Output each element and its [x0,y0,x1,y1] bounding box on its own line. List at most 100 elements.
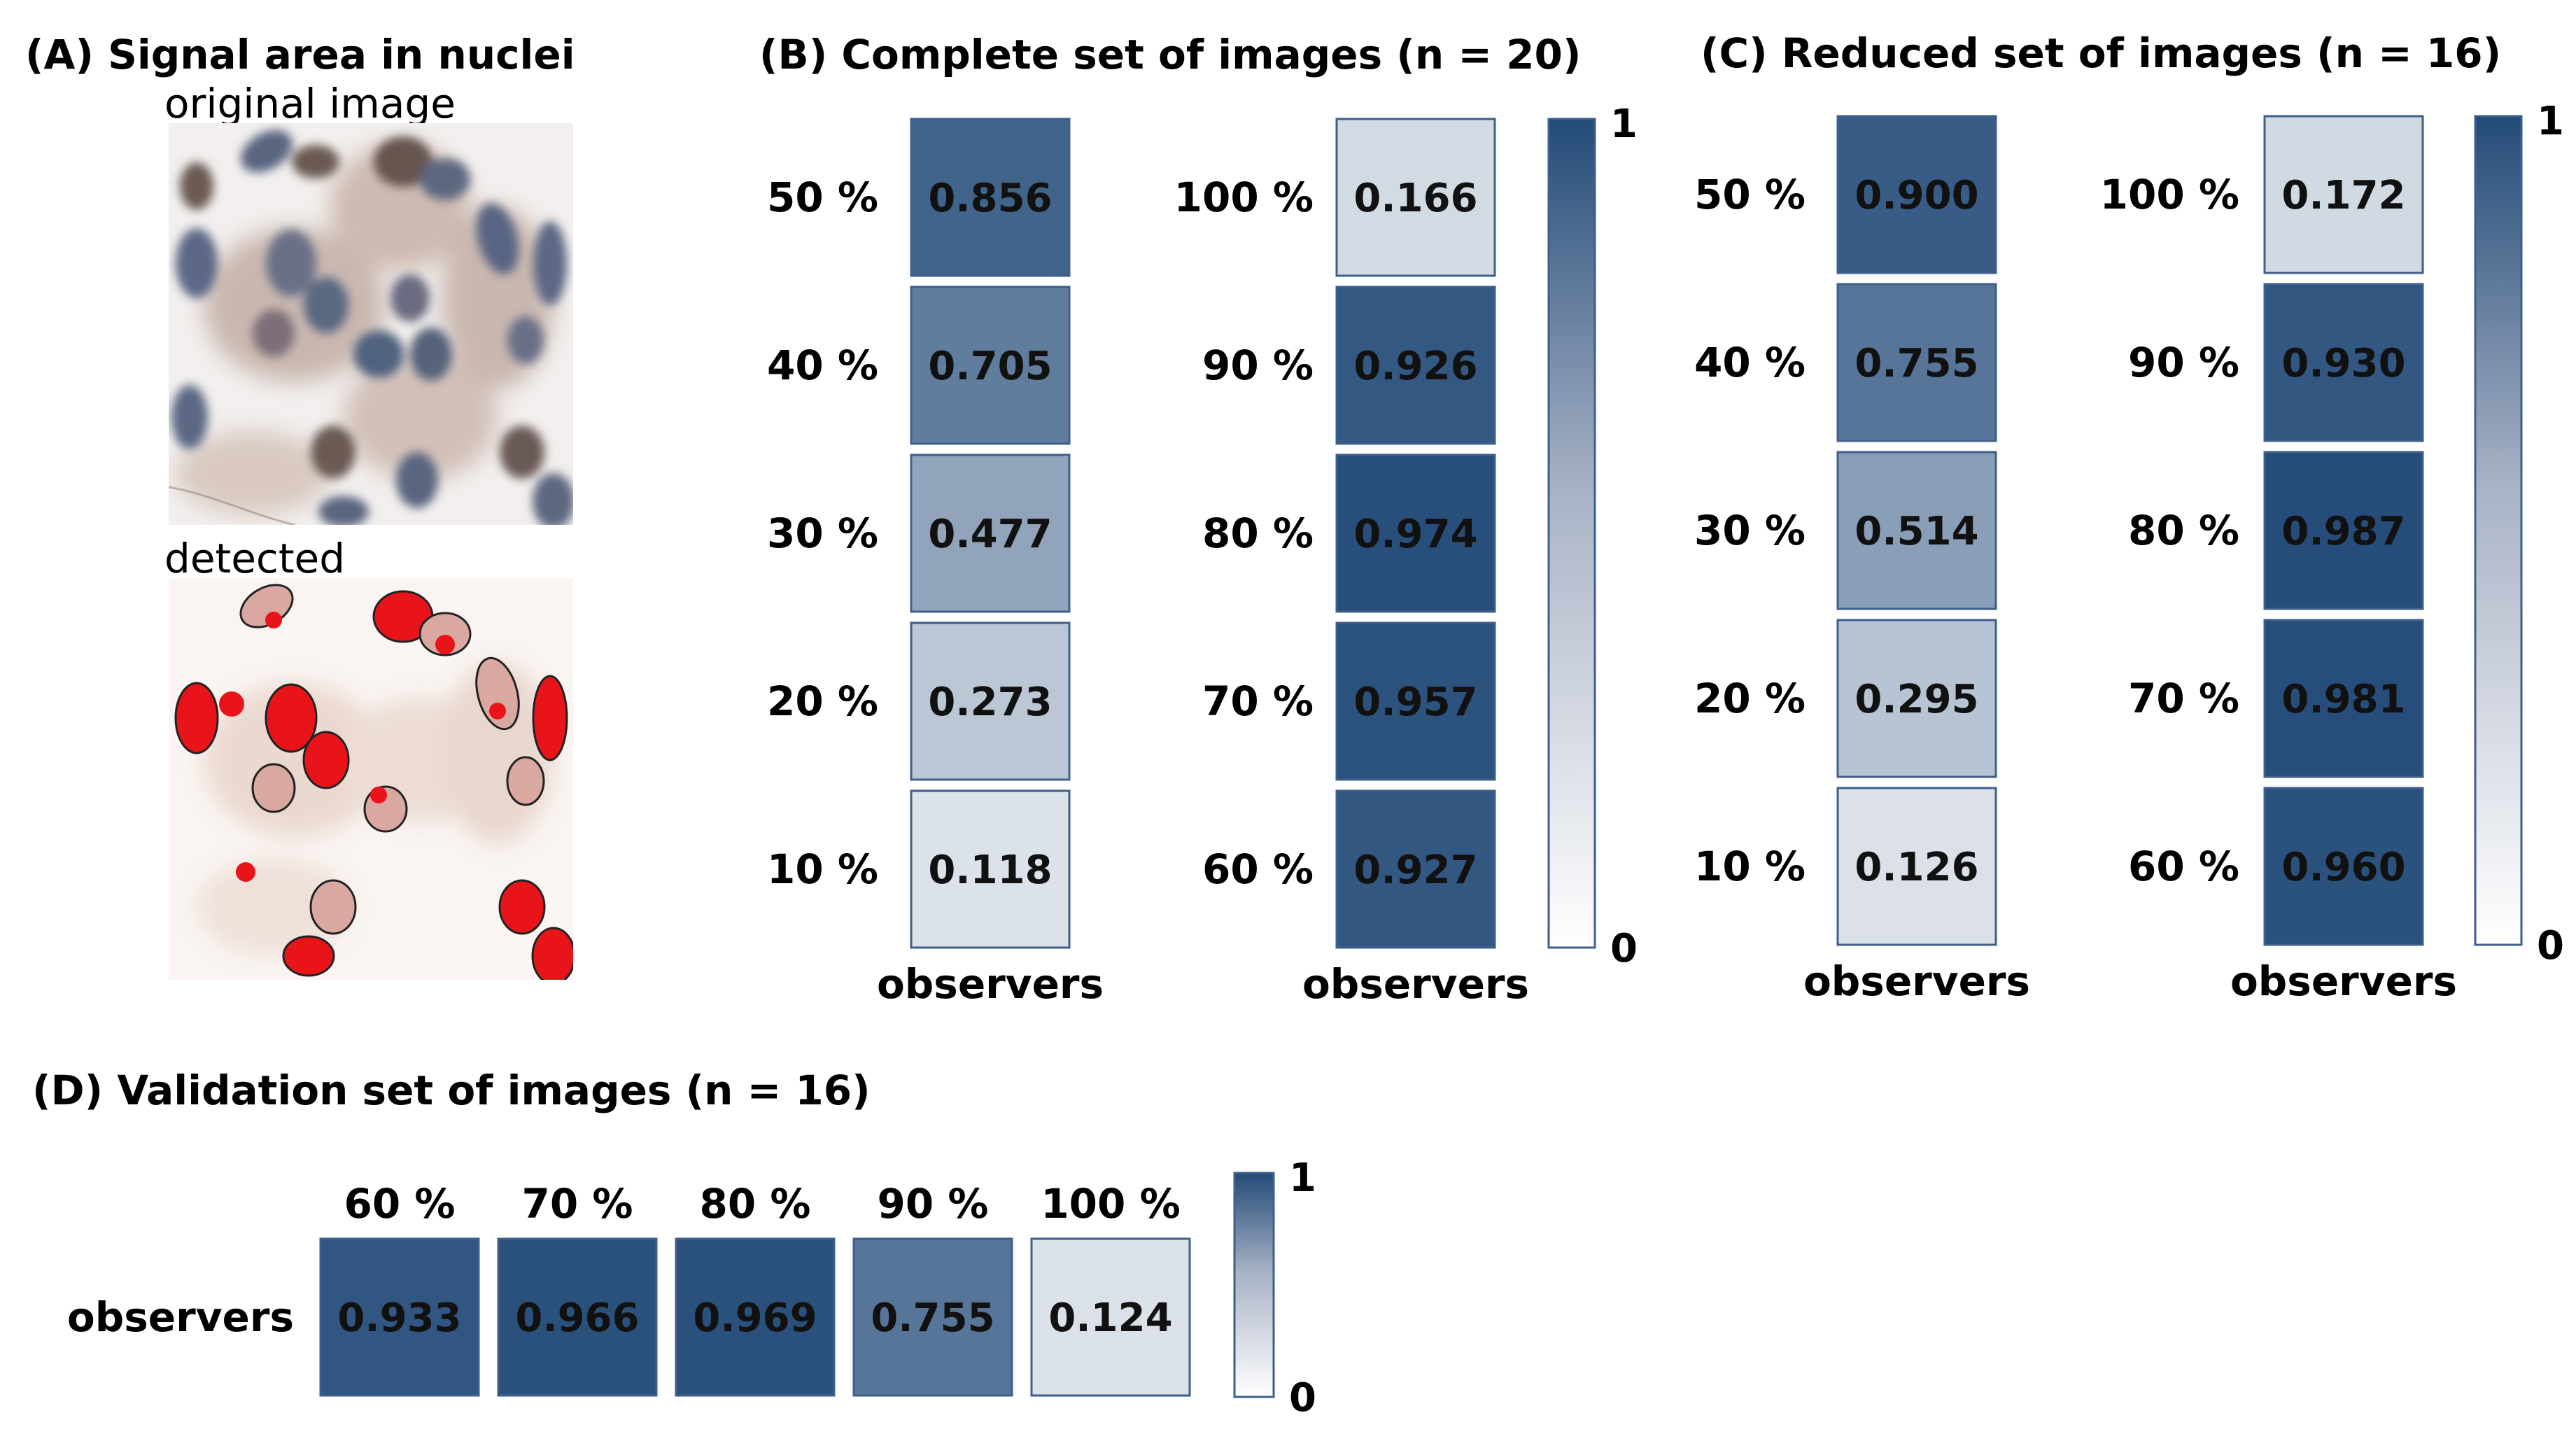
panel-a-title: (A) Signal area in nuclei [25,31,575,78]
panel-b-heatmap: 0.856 50 % 0.705 40 % 0.477 30 % 0.273 20 % 0.11… [767,101,1638,1008]
panel-b-col1-row2-label: 80 % [1202,509,1314,557]
panel-c-col0-row4-cell [1836,787,1997,946]
panel-c-colorbar-max-label: 1 [2537,99,2564,144]
panel-c-col0-row2-cell [1836,451,1997,610]
panel-d-colorbar [1233,1172,1275,1398]
panel-b-col0-row0-value: 0.856 [928,176,1052,221]
panel-b: (B) Complete set of images (n = 20) 0.85… [759,31,1638,1008]
panel-d-colorbar-min-label: 0 [1289,1375,1316,1421]
panel-b-col1-row4-value: 0.927 [1353,848,1477,893]
panel-d-col1-label: 70 % [521,1180,633,1228]
panel-c-col0-row0-value: 0.900 [1854,173,1978,218]
panel-c-colorbar [2474,115,2523,946]
panel-d-col3-value: 0.755 [871,1295,994,1341]
panel-b-colorbar-min-label: 0 [1610,926,1638,971]
panel-c-col1-row0-label: 100 % [2100,171,2239,218]
panel-b-col1-row1-value: 0.926 [1353,344,1477,389]
detected-micrograph [169,578,573,980]
panel-c-col0-row1-label: 40 % [1694,339,1806,386]
original-micrograph [169,123,573,525]
panel-b-col1-row4-cell [1335,789,1496,949]
panel-b-col0-row1-cell [910,286,1071,445]
panel-c-col1-row0-cell [2263,115,2424,274]
panel-c-col0-xlabel: observers [1803,957,2030,1005]
panel-d-col1-cell [497,1237,658,1397]
panel-d-col0-cell [319,1237,480,1397]
panel-b-colorbar [1547,118,1596,949]
panel-c-colorbar-min-label: 0 [2537,923,2564,969]
panel-b-col0-row2-label: 30 % [767,509,878,557]
panel-d-heatmap: 0.933 60 % 0.966 70 % 0.969 80 % 0.755 90 % 0.12… [67,1155,1316,1421]
panel-c-col1-row4-cell [2263,787,2424,946]
panel-d-col1-value: 0.966 [515,1295,639,1341]
panel-b-col0-row2-value: 0.477 [928,512,1052,557]
panel-b-col0-row3-value: 0.273 [928,680,1052,725]
panel-a: (A) Signal area in nuclei original image [25,31,575,980]
panel-d-col3-cell [852,1237,1013,1397]
panel-b-col0-row4-cell [910,789,1071,949]
panel-d-col0-label: 60 % [344,1180,455,1228]
panel-d-col4-cell [1030,1237,1191,1397]
panel-d-col4-label: 100 % [1041,1180,1180,1228]
panel-c-col0-row0-label: 50 % [1694,171,1806,218]
panel-d-col2-cell [675,1237,836,1397]
panel-c-heatmap: 0.900 50 % 0.755 40 % 0.514 30 % 0.295 20 % 0.12… [1694,99,2564,1005]
panel-b-col1-row0-cell [1335,118,1496,277]
panel-b-col0-row4-label: 10 % [767,845,878,893]
panel-c-col1-row2-label: 80 % [2128,507,2239,554]
panel-c-col1-row3-label: 70 % [2128,675,2239,722]
panel-c-col1-xlabel: observers [2230,957,2457,1005]
panel-d-title: (D) Validation set of images (n = 16) [32,1067,871,1114]
panel-b-col0-row2-cell [910,454,1071,613]
panel-c-col0-row4-value: 0.126 [1854,845,1978,890]
panel-b-col0-row3-cell [910,621,1071,781]
panel-b-col1-row4-label: 60 % [1202,845,1314,893]
panel-c-col1-row1-cell [2263,283,2424,442]
panel-b-col0-row3-label: 20 % [767,677,878,725]
panel-b-col0-row4-value: 0.118 [928,848,1052,893]
panel-c-col0-row3-cell [1836,619,1997,778]
panel-c: (C) Reduced set of images (n = 16) 0.900… [1694,29,2564,1005]
panel-d-col2-value: 0.969 [693,1295,817,1341]
panel-b-col1-row3-cell [1335,621,1496,781]
detected-image-label: detected [164,535,345,582]
panel-d-colorbar-max-label: 1 [1289,1155,1316,1201]
panel-b-col0-xlabel: observers [877,960,1104,1008]
panel-c-col0-row2-value: 0.514 [1854,509,1978,554]
panel-b-col0-row1-value: 0.705 [928,344,1052,389]
panel-c-col1-row1-value: 0.930 [2281,341,2405,386]
panel-c-col1-row3-cell [2263,619,2424,778]
panel-b-col1-row1-cell [1335,286,1496,445]
panel-b-title: (B) Complete set of images (n = 20) [759,31,1581,78]
panel-b-col1-row1-label: 90 % [1202,342,1314,389]
panel-c-col1-row2-value: 0.987 [2281,509,2405,554]
panel-c-col0-row1-cell [1836,283,1997,442]
panel-b-col1-xlabel: observers [1302,960,1529,1008]
panel-c-col0-row2-label: 30 % [1694,507,1806,554]
panel-d-col4-value: 0.124 [1048,1295,1172,1341]
panel-c-col1-row1-label: 90 % [2128,339,2239,386]
panel-c-col0-row1-value: 0.755 [1854,341,1978,386]
original-image [169,123,573,525]
panel-c-col1-row0-value: 0.172 [2281,173,2405,218]
panel-d-col2-label: 80 % [699,1180,810,1228]
panel-c-col1-row3-value: 0.981 [2281,677,2405,722]
panel-b-col1-row3-value: 0.957 [1353,680,1477,725]
panel-b-col1-row0-value: 0.166 [1353,176,1477,221]
panel-c-col1-row4-value: 0.960 [2281,845,2405,890]
panel-c-title: (C) Reduced set of images (n = 16) [1701,29,2501,77]
panel-d-col3-label: 90 % [877,1180,988,1228]
panel-c-col1-row2-cell [2263,451,2424,610]
panel-b-col0-row0-cell [910,118,1071,277]
panel-d-row-label: observers [67,1293,294,1341]
panel-b-col1-row2-value: 0.974 [1353,512,1477,557]
panel-b-col0-row1-label: 40 % [767,342,878,389]
original-image-label: original image [164,80,456,127]
panel-c-col0-row3-value: 0.295 [1854,677,1978,722]
panel-c-col0-row4-label: 10 % [1694,843,1806,890]
panel-c-col0-row0-cell [1836,115,1997,274]
panel-d: (D) Validation set of images (n = 16) 0.… [32,1067,1316,1421]
panel-b-colorbar-max-label: 1 [1610,101,1638,147]
panel-b-col1-row3-label: 70 % [1202,677,1314,725]
